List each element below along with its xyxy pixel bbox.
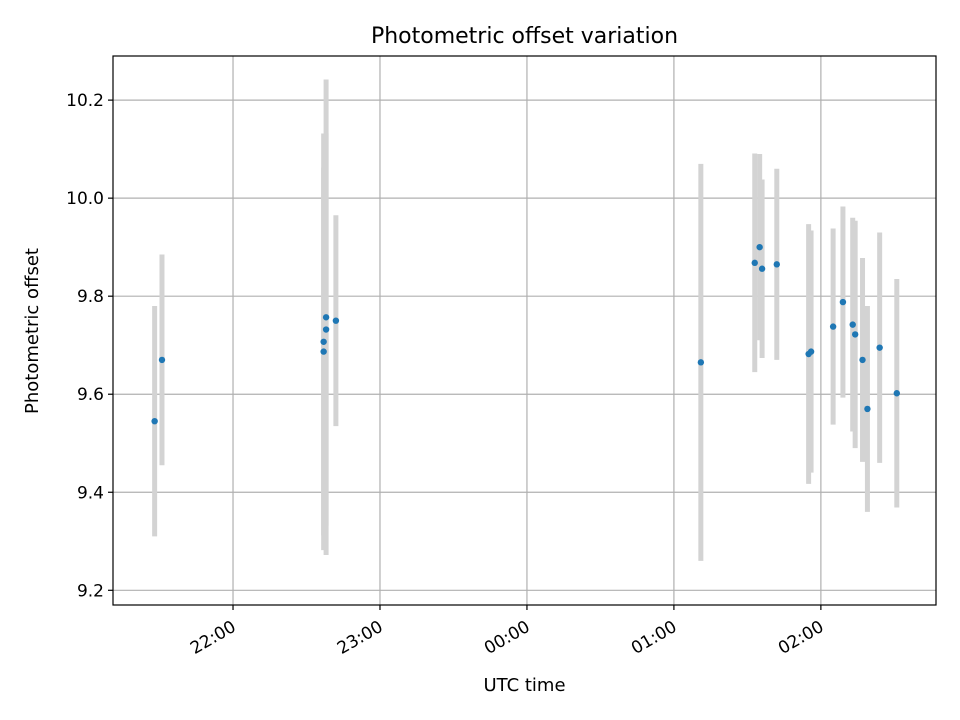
data-point [893,390,901,397]
data-point [876,344,883,351]
data-point [807,348,815,355]
data-point [322,314,330,321]
data-point [151,417,158,425]
plot-frame [112,55,937,606]
y-axis-label: Photometric offset [22,248,43,414]
x-axis-label: UTC time [483,675,565,696]
y-tick-label: 10.0 [66,189,104,209]
data-point [322,326,330,333]
data-point [158,356,166,364]
data-point [864,405,871,413]
data-point [751,259,758,267]
data-point [758,265,766,272]
data-point [320,338,327,345]
data-point [320,348,327,355]
data-point [829,323,837,330]
y-tick-label: 9.8 [77,287,104,307]
data-points [151,243,901,425]
y-tick-label: 9.4 [77,483,104,503]
y-tick-label: 9.2 [77,581,104,601]
grid [113,56,936,605]
data-point [756,243,763,251]
data-point [697,359,705,366]
chart-title: Photometric offset variation [371,24,678,49]
y-tick-label: 10.2 [66,91,104,111]
data-point [773,261,780,268]
data-point [851,331,859,338]
data-point [839,298,847,306]
data-point [859,356,866,364]
data-point [849,321,856,328]
y-tick-label: 9.6 [77,385,104,405]
data-point [332,317,340,324]
